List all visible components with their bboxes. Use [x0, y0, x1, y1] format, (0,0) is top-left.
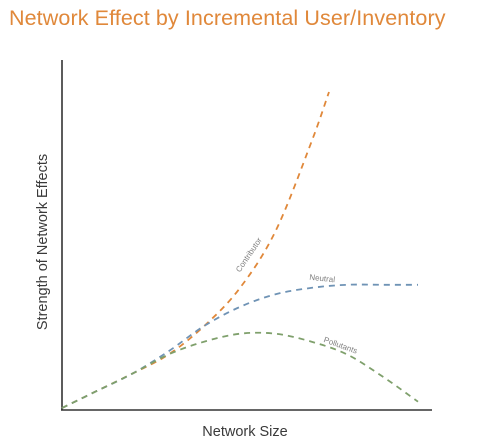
series-label-neutral: Neutral: [309, 273, 336, 285]
series-line-pollutants: [61, 331, 419, 409]
series-layer: Contributor Neutral Pollutants: [61, 91, 419, 409]
chart-title: Network Effect by Incremental User/Inven…: [9, 6, 446, 30]
series-line-neutral: [61, 283, 418, 409]
series-label-pollutants: Pollutants: [323, 335, 359, 355]
y-axis-label: Strength of Network Effects: [35, 154, 51, 330]
series-line-contributor: [61, 91, 330, 409]
series-label-contributor: Contributor: [234, 236, 264, 274]
x-axis-label: Network Size: [202, 424, 287, 440]
